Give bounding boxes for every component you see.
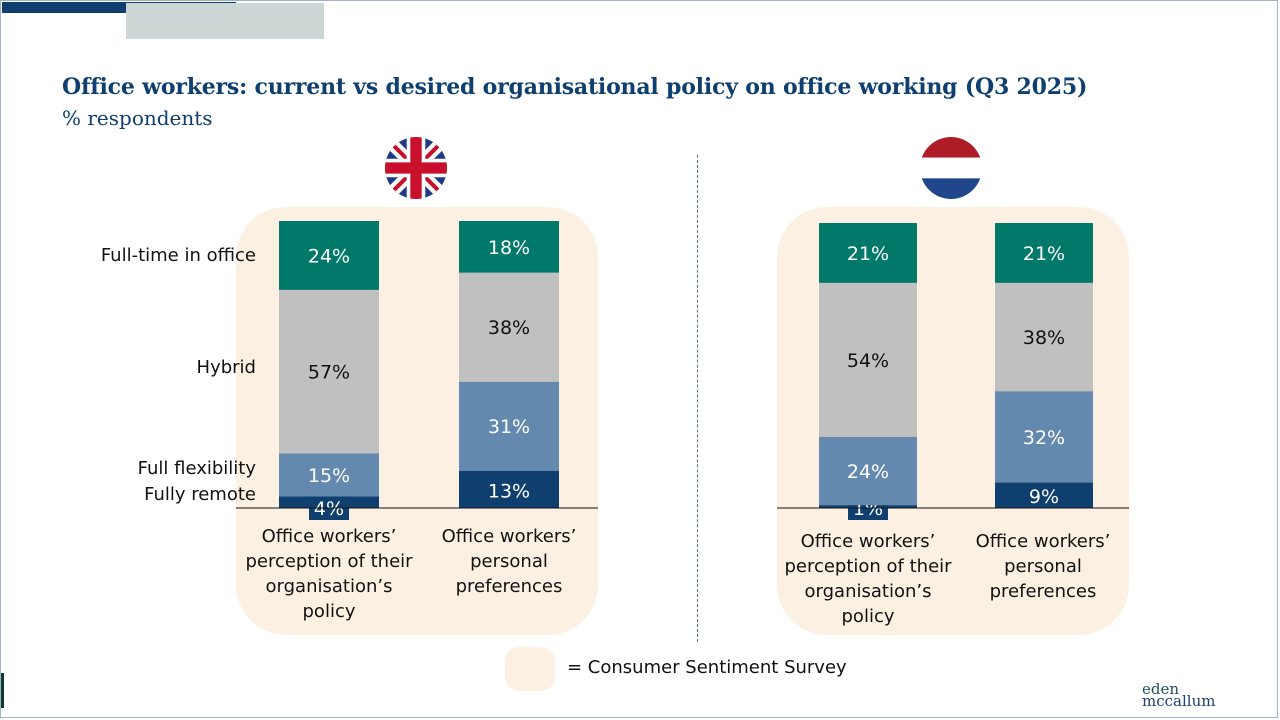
logo-line-1: eden	[1142, 680, 1180, 698]
uk-xlabel-preferences: Office workers’ personal preferences	[414, 524, 604, 599]
chart-title: Office workers: current vs desired organ…	[62, 74, 1088, 100]
bar-segment-fully-remote	[995, 482, 1093, 508]
bar-segment-full-time-in-office	[819, 223, 917, 283]
bar-segment-full-flexibility	[819, 436, 917, 506]
label-line: organisation’s	[804, 581, 932, 602]
uk-flag-icon	[385, 137, 447, 199]
bar-segment-full-flexibility	[459, 381, 559, 471]
label-line: policy	[302, 601, 356, 622]
nl-flag-icon	[920, 137, 982, 199]
category-label-fully-remote: Fully remote	[144, 484, 256, 505]
category-label-full-time: Full-time in office	[100, 245, 256, 266]
data-label-full-flexibility: 24%	[847, 461, 889, 483]
left-accent-bar	[1, 673, 4, 708]
label-line: organisation’s	[265, 576, 393, 597]
data-label-hybrid: 57%	[308, 362, 350, 384]
bar-segment-full-flexibility	[279, 453, 379, 497]
data-label-fully-remote: 13%	[488, 480, 530, 502]
data-label-full-time-in-office: 24%	[308, 245, 350, 267]
nl-xlabel-perception: Office workers’ perception of their orga…	[773, 529, 963, 629]
bar-segment-full-time-in-office	[279, 221, 379, 290]
bar-segment-full-time-in-office	[459, 221, 559, 273]
label-line: personal	[1004, 556, 1082, 577]
label-line: policy	[841, 606, 895, 627]
data-label-full-flexibility: 32%	[1023, 427, 1065, 449]
legend-swatch-survey	[505, 647, 555, 691]
label-line: preferences	[455, 576, 563, 597]
label-line: personal	[470, 551, 548, 572]
label-line: Office workers’	[261, 526, 397, 547]
bar-segment-hybrid	[459, 272, 559, 382]
data-label-full-flexibility: 31%	[488, 416, 530, 438]
chart-subtitle: % respondents	[62, 106, 213, 130]
data-label-full-time-in-office: 18%	[488, 237, 530, 259]
label-line: perception of their	[784, 556, 952, 577]
top-accent-block	[126, 3, 324, 39]
label-line: preferences	[989, 581, 1097, 602]
top-accent-bar	[2, 2, 236, 13]
data-label-hybrid: 38%	[488, 317, 530, 339]
data-label-full-time-in-office: 21%	[847, 243, 889, 265]
category-label-full-flexibility: Full flexibility	[137, 458, 256, 479]
bar-segment-full-flexibility	[995, 391, 1093, 483]
data-label-full-flexibility: 15%	[308, 465, 350, 487]
legend-text: = Consumer Sentiment Survey	[567, 657, 847, 678]
nl-xlabel-preferences: Office workers’ personal preferences	[948, 529, 1138, 604]
label-line: Office workers’	[975, 531, 1111, 552]
data-label-fully-remote: 4%	[314, 498, 344, 520]
bar-segment-hybrid	[995, 282, 1093, 392]
country-divider	[697, 155, 698, 642]
uk-xlabel-perception: Office workers’ perception of their orga…	[234, 524, 424, 624]
data-label-hybrid: 38%	[1023, 327, 1065, 349]
label-line: Office workers’	[800, 531, 936, 552]
bar-segment-fully-remote	[459, 470, 559, 508]
data-label-full-time-in-office: 21%	[1023, 243, 1065, 265]
bar-segment-hybrid	[279, 289, 379, 454]
label-line: Office workers’	[441, 526, 577, 547]
company-logo: eden mccallum	[1142, 680, 1216, 710]
data-label-hybrid: 54%	[847, 350, 889, 372]
bar-segment-hybrid	[819, 282, 917, 437]
bar-segment-full-time-in-office	[995, 223, 1093, 283]
logo-line-2: mccallum	[1142, 692, 1216, 710]
category-label-hybrid: Hybrid	[196, 357, 256, 378]
data-label-fully-remote: 9%	[1029, 486, 1059, 508]
label-line: perception of their	[245, 551, 413, 572]
